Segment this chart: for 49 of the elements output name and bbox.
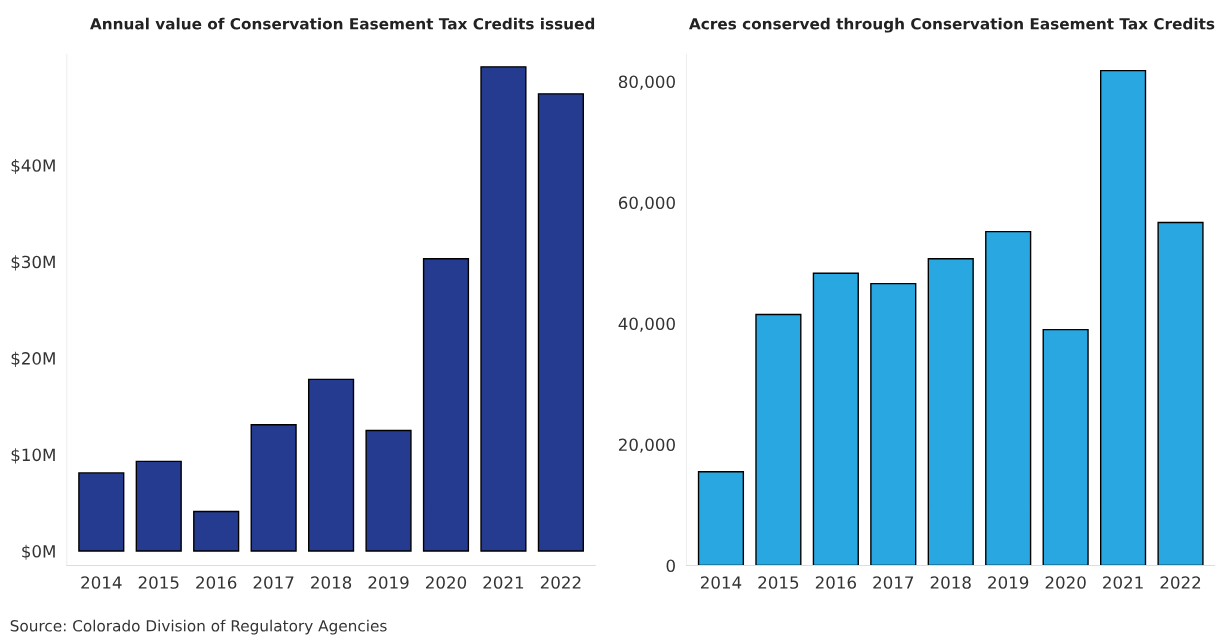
y-tick-label: 20,000 (618, 438, 675, 453)
x-tick-label: 2022 (1160, 576, 1201, 589)
source-note: Source: Colorado Division of Regulatory Agencies (10, 619, 387, 635)
x-tick-label: 2021 (483, 576, 524, 589)
bar (755, 313, 802, 566)
bar (1099, 69, 1147, 566)
y-tick-label: $40M (11, 158, 55, 175)
x-tick-label: 2017 (873, 576, 914, 589)
y-tick-label: 80,000 (618, 75, 675, 90)
bar (697, 471, 745, 566)
bar (537, 93, 584, 552)
x-tick-label: 2020 (426, 576, 467, 589)
x-tick-label: 2014 (700, 576, 742, 589)
bar (870, 282, 917, 566)
bar (1042, 328, 1089, 566)
x-tick-label: 2021 (1103, 576, 1143, 589)
x-tick-label: 2017 (253, 576, 294, 589)
x-tick-label: 2020 (1045, 576, 1086, 589)
bar (812, 272, 859, 566)
x-tick-label: 2014 (81, 576, 122, 589)
bar (927, 258, 974, 566)
x-tick-label: 2016 (196, 576, 237, 589)
x-tick-label: 2018 (930, 576, 971, 589)
bar (422, 258, 470, 552)
bar (985, 230, 1032, 566)
x-tick-label: 2015 (138, 576, 179, 589)
bar (135, 460, 182, 552)
y-tick-label: $20M (11, 351, 55, 367)
bar (307, 378, 355, 552)
x-tick-label: 2015 (758, 576, 799, 589)
bar (250, 423, 297, 552)
chart-title: Annual value of Conservation Easement Tax Credits issued (90, 17, 595, 30)
y-tick-label: 0 (666, 559, 675, 573)
y-tick-label: $0M (22, 544, 55, 560)
chart-title: Acres conserved through Conservation Easement Tax Credits (689, 17, 1215, 33)
x-tick-label: 2019 (368, 576, 409, 589)
bar (1157, 221, 1204, 566)
bar (193, 510, 240, 552)
bar (78, 472, 125, 552)
y-tick-label: 40,000 (618, 317, 675, 332)
y-tick-label: $30M (11, 255, 55, 271)
x-tick-label: 2018 (311, 576, 352, 589)
bar (480, 66, 527, 552)
x-tick-label: 2022 (540, 576, 581, 589)
x-tick-label: 2016 (815, 576, 856, 589)
y-tick-label: 60,000 (618, 196, 675, 211)
y-tick-label: $10M (11, 448, 55, 464)
bar (365, 429, 412, 552)
x-tick-label: 2019 (988, 576, 1029, 589)
